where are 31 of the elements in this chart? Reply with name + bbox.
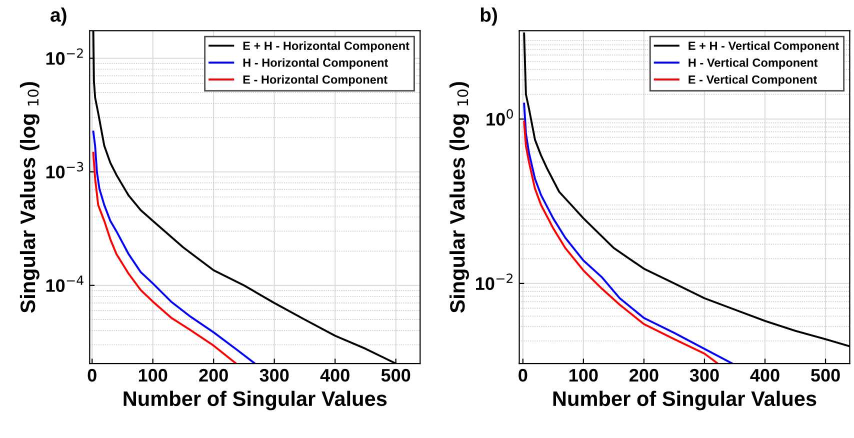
y-tick-label: 10$^{0}$ bbox=[486, 109, 513, 126]
x-tick-label: 200 bbox=[199, 368, 228, 382]
y-tick-label: 10$^{−4}$ bbox=[46, 276, 84, 292]
line-series bbox=[92, 130, 256, 364]
x-tick-label: 300 bbox=[260, 368, 289, 382]
x-tick-label: 500 bbox=[811, 368, 840, 382]
x-tick-label: 0 bbox=[88, 368, 96, 382]
legend-label: E + H - Vertical Component bbox=[688, 41, 839, 52]
x-tick-label: 500 bbox=[381, 368, 410, 382]
y-axis-title: Singular Values (log $_{10}$) bbox=[450, 82, 470, 313]
legend-label: E + H - Horizontal Component bbox=[243, 41, 410, 52]
chart-title: b) bbox=[480, 8, 497, 26]
x-axis-title: Number of Singular Values bbox=[553, 390, 816, 410]
x-tick-label: 400 bbox=[750, 368, 780, 382]
x-tick-label: 100 bbox=[570, 368, 598, 382]
legend-label: E - Vertical Component bbox=[688, 75, 817, 86]
y-tick-label: 10$^{−2}$ bbox=[46, 48, 83, 65]
x-tick-label: 200 bbox=[630, 368, 658, 382]
y-axis-title: Singular Values (log $_{10}$) bbox=[20, 82, 40, 313]
chart-title: a) bbox=[50, 8, 66, 26]
x-axis-title: Number of Singular Values bbox=[124, 390, 387, 410]
y-tick-label: 10$^{−3}$ bbox=[46, 162, 84, 178]
x-tick-label: 300 bbox=[690, 368, 719, 382]
line-series bbox=[92, 152, 238, 364]
legend-label: H - Horizontal Component bbox=[243, 58, 388, 70]
y-tick-label: 10$^{−2}$ bbox=[476, 274, 512, 290]
legend-label: H - Vertical Component bbox=[688, 58, 818, 70]
x-tick-label: 100 bbox=[138, 368, 168, 382]
x-tick-label: 0 bbox=[518, 368, 528, 382]
legend-label: E - Horizontal Component bbox=[243, 75, 388, 86]
x-tick-label: 400 bbox=[320, 368, 350, 382]
